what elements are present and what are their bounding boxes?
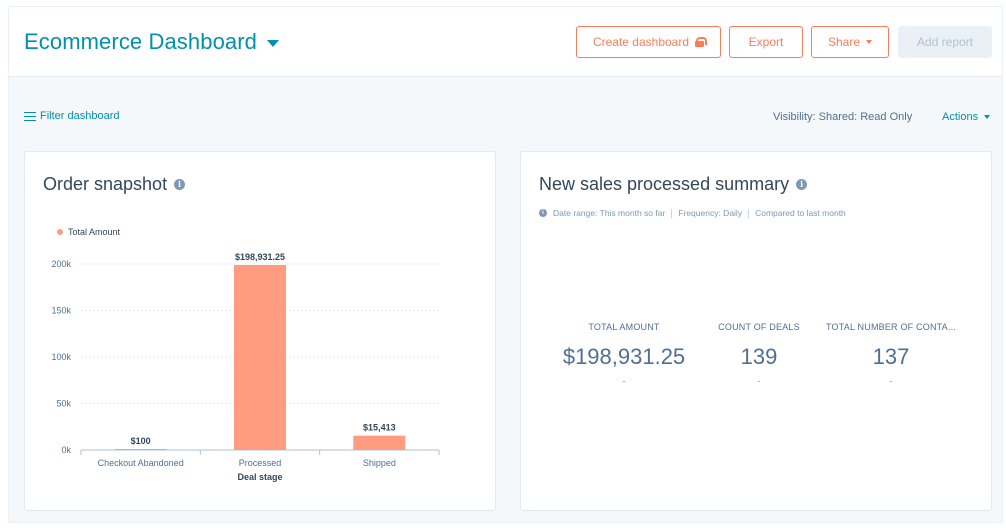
kpi-label: COUNT OF DEALS xyxy=(718,322,800,332)
order-snapshot-card: Order snapshot i Total Amount 0k 50k 100k 1… xyxy=(24,151,496,511)
kpi-count-of-deals: COUNT OF DEALS 139 - xyxy=(709,322,809,386)
data-label: $198,931.25 xyxy=(235,252,285,262)
frequency-text: Frequency: Daily xyxy=(678,208,743,218)
bar xyxy=(353,435,406,450)
kpi-delta: - xyxy=(889,376,893,386)
lock-icon xyxy=(695,37,708,47)
info-icon[interactable]: i xyxy=(174,179,186,190)
actions-dropdown[interactable]: Actions xyxy=(942,111,991,123)
chevron-down-icon xyxy=(984,115,991,119)
y-tick-label: 50k xyxy=(56,399,71,409)
x-tick-label: Checkout Abandoned xyxy=(98,458,184,468)
visibility-text: Visibility: Shared: Read Only xyxy=(773,111,913,123)
data-label: $15,413 xyxy=(363,423,396,433)
x-axis-title: Deal stage xyxy=(237,472,282,482)
info-icon: i xyxy=(539,209,547,217)
dashboard-frame: Ecommerce Dashboard Create dashboard Exp… xyxy=(8,6,1003,523)
export-button[interactable]: Export xyxy=(729,26,803,58)
y-tick-label: 200k xyxy=(51,259,71,269)
sales-summary-card: New sales processed summary i i Date ran… xyxy=(520,151,992,511)
page-title[interactable]: Ecommerce Dashboard xyxy=(24,29,257,54)
kpi-delta: - xyxy=(622,376,626,386)
y-tick-label: 0k xyxy=(61,445,71,455)
kpi-value: 139 xyxy=(740,344,778,369)
x-tick-label: Shipped xyxy=(363,458,396,468)
card-title: Order snapshot i xyxy=(43,174,186,195)
add-report-label: Add report xyxy=(916,35,974,49)
actions-label: Actions xyxy=(942,111,979,123)
dashboard-selector[interactable]: Ecommerce Dashboard xyxy=(24,29,279,55)
filter-dashboard-label: Filter dashboard xyxy=(40,110,120,122)
y-tick-label: 150k xyxy=(51,306,71,316)
kpi-value: 137 xyxy=(872,344,910,369)
legend-label: Total Amount xyxy=(68,227,121,237)
share-button[interactable]: Share xyxy=(811,26,889,58)
create-dashboard-label: Create dashboard xyxy=(592,35,690,49)
compared-text: Compared to last month xyxy=(755,208,846,218)
chevron-down-icon[interactable] xyxy=(267,40,279,47)
card-title: New sales processed summary i xyxy=(539,174,808,195)
data-label: $100 xyxy=(131,436,151,446)
date-range-text: Date range: This month so far xyxy=(553,208,666,218)
add-report-button[interactable]: Add report xyxy=(898,26,992,58)
filter-dashboard-link[interactable]: Filter dashboard xyxy=(24,110,120,122)
order-snapshot-title: Order snapshot xyxy=(43,174,168,194)
bar xyxy=(234,264,286,450)
bar-chart: 0k 50k 100k 150k 200k $100 Checkout Abandoned $… xyxy=(51,252,440,482)
kpi-delta: - xyxy=(757,376,761,386)
legend-swatch xyxy=(57,229,63,235)
share-label: Share xyxy=(827,35,861,49)
bar xyxy=(114,449,167,450)
chart-legend[interactable]: Total Amount xyxy=(57,227,120,237)
kpi-label: TOTAL NUMBER OF CONTA... xyxy=(826,322,956,332)
filter-icon xyxy=(24,111,36,121)
kpi-total-amount: TOTAL AMOUNT $198,931.25 - xyxy=(549,322,699,386)
divider xyxy=(671,208,673,218)
report-settings-line: i Date range: This month so far Frequenc… xyxy=(539,208,846,218)
y-tick-label: 100k xyxy=(51,352,71,362)
export-label: Export xyxy=(748,35,784,49)
dashboard-header: Ecommerce Dashboard Create dashboard Exp… xyxy=(9,7,1002,77)
create-dashboard-button[interactable]: Create dashboard xyxy=(576,26,721,58)
info-icon[interactable]: i xyxy=(796,179,808,190)
kpi-total-contacts: TOTAL NUMBER OF CONTA... 137 - xyxy=(821,322,961,386)
kpi-label: TOTAL AMOUNT xyxy=(588,322,660,332)
divider xyxy=(748,208,750,218)
chevron-down-icon xyxy=(866,40,873,44)
kpi-value: $198,931.25 xyxy=(562,344,686,369)
x-tick-label: Processed xyxy=(239,458,282,468)
sales-summary-title: New sales processed summary xyxy=(539,174,790,194)
